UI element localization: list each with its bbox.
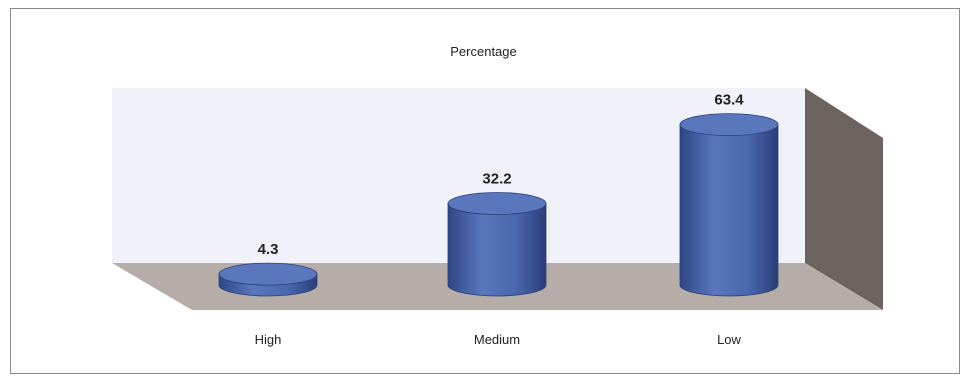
chart-title: Percentage [450, 44, 517, 59]
data-label-low: 63.4 [714, 92, 744, 109]
back-wall [112, 88, 805, 263]
bar-high [218, 262, 318, 297]
data-label-medium: 32.2 [482, 171, 511, 188]
side-wall [805, 88, 883, 310]
bar-medium [447, 192, 547, 297]
category-label-high: High [255, 332, 282, 347]
category-label-medium: Medium [474, 332, 520, 347]
data-label-high: 4.3 [258, 241, 279, 258]
category-label-low: Low [717, 332, 741, 347]
bar-low [679, 113, 779, 297]
